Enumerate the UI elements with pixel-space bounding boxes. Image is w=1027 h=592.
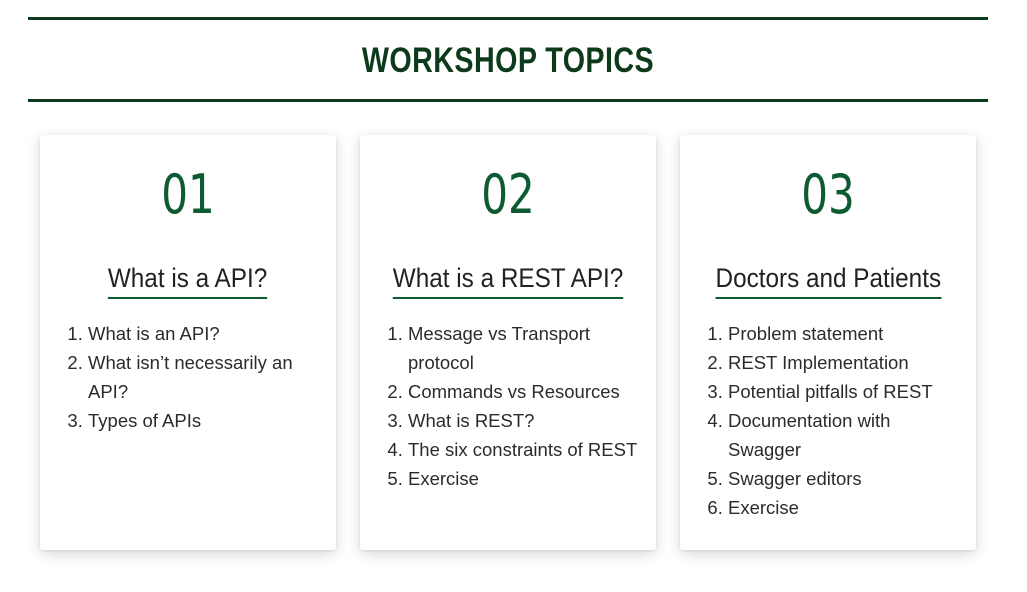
card-heading: What is a REST API? — [392, 261, 624, 299]
header-top-rule — [28, 17, 988, 20]
card-number: 03 — [801, 163, 855, 226]
list-item: Exercise — [408, 464, 640, 493]
header-bottom-rule — [28, 99, 988, 102]
list-item: What is an API? — [88, 319, 320, 348]
list-item: Swagger editors — [728, 464, 960, 493]
list-item: Commands vs Resources — [408, 377, 640, 406]
topic-card-03: 03 Doctors and Patients Problem statemen… — [680, 135, 976, 550]
card-number: 02 — [481, 163, 535, 226]
topic-cards: 01 What is a API? What is an API? What i… — [40, 135, 976, 550]
list-item: What is REST? — [408, 406, 640, 435]
topic-list: Message vs Transport protocol Commands v… — [388, 319, 640, 493]
list-item: REST Implementation — [728, 348, 960, 377]
list-item: Potential pitfalls of REST — [728, 377, 960, 406]
list-item: Problem statement — [728, 319, 960, 348]
topic-card-01: 01 What is a API? What is an API? What i… — [40, 135, 336, 550]
list-item: Exercise — [728, 493, 960, 522]
card-heading: Doctors and Patients — [715, 261, 941, 299]
page-title: WORKSHOP TOPICS — [361, 41, 655, 80]
list-item: What isn’t necessarily an API? — [88, 348, 320, 406]
card-number: 01 — [161, 163, 215, 226]
topic-list: Problem statement REST Implementation Po… — [708, 319, 960, 522]
list-item: Message vs Transport protocol — [408, 319, 640, 377]
list-item: Types of APIs — [88, 406, 320, 435]
list-item: Documentation with Swagger — [728, 406, 960, 464]
topic-list: What is an API? What isn’t necessarily a… — [68, 319, 320, 435]
card-heading: What is a API? — [108, 261, 268, 299]
list-item: The six constraints of REST — [408, 435, 640, 464]
topic-card-02: 02 What is a REST API? Message vs Transp… — [360, 135, 656, 550]
